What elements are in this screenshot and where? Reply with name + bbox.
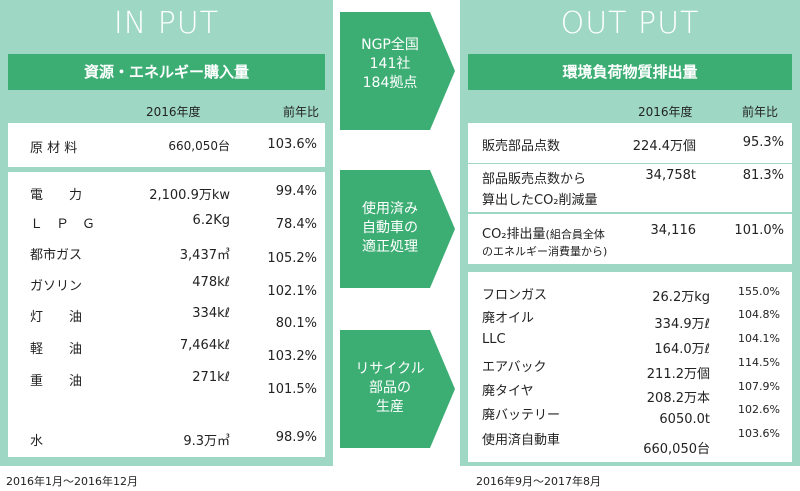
output-period: 2016年9月～2017年8月 — [476, 475, 601, 488]
energy-label: 重 油 — [30, 374, 83, 389]
co2-emission-box: CO₂排出量(組合員全体 のエネルギー消費量から) 34,116 101.0% — [468, 213, 792, 264]
output-panel: OUT PUT 環境負荷物質排出量 2016年度 前年比 販売部品点数 224.… — [460, 0, 800, 466]
recycling-ratio: 114.5% — [738, 356, 780, 369]
energy-label: ガソリン — [30, 279, 83, 294]
recycling-value: 6050.0t — [659, 412, 710, 427]
water-label: 水 — [30, 434, 44, 449]
co2-reduction-label: 部品販売点数から — [482, 172, 587, 187]
arrow-production-line: 生産 — [376, 399, 404, 415]
arrow-ngp — [340, 12, 455, 130]
energy-ratio: 103.2% — [267, 349, 317, 364]
energy-ratio: 101.5% — [267, 382, 317, 397]
raw-material-label: 原 材 料 — [30, 141, 78, 156]
energy-value: 6.2Kg — [192, 213, 230, 228]
recycling-label: エアバック — [482, 360, 547, 375]
co2-emission-ratio: 101.0% — [734, 223, 784, 238]
co2-emission-label-note: (組合員全体 — [545, 228, 605, 241]
raw-material-value: 660,050台 — [168, 139, 230, 153]
recycling-value: 208.2万本 — [646, 391, 710, 406]
output-col-year: 2016年度 — [638, 105, 693, 119]
recycling-ratio: 104.1% — [738, 332, 780, 345]
energy-ratio: 99.4% — [275, 184, 317, 199]
recycling-label: LLC — [482, 332, 506, 347]
water-value: 9.3万㎥ — [183, 434, 230, 449]
recycling-label: 廃オイル — [482, 311, 535, 326]
energy-label: 都市ガス — [30, 248, 83, 263]
arrow-processing-line: 適正処理 — [362, 239, 418, 255]
output-title: OUT PUT — [560, 6, 700, 41]
co2-reduction-value: 34,758t — [645, 168, 696, 183]
recycling-ratio: 103.6% — [738, 427, 780, 440]
input-panel: IN PUT 資源・エネルギー購入量 2016年度 前年比 原 材 料 660,… — [0, 0, 333, 466]
recycling-ratio: 102.6% — [738, 403, 780, 416]
input-col-ratio: 前年比 — [283, 105, 320, 119]
recycling-value: 164.0万ℓ — [654, 342, 710, 357]
arrow-ngp-line: NGP全国 — [361, 37, 419, 53]
recycling-label: 使用済自動車 — [482, 433, 561, 448]
co2-emission-value: 34,116 — [650, 223, 697, 238]
arrow-production-line: リサイクル — [355, 361, 425, 377]
arrow-processing-text: 使用済み 自動車の 適正処理 — [340, 200, 440, 257]
energy-label: 電 力 — [30, 188, 83, 203]
recycling-label: フロンガス — [482, 288, 548, 303]
energy-label: 灯 油 — [30, 310, 83, 325]
arrow-processing-line: 使用済み — [362, 201, 418, 217]
sales-count-label: 販売部品点数 — [482, 139, 561, 154]
recycling-label: 廃バッテリー — [482, 408, 561, 423]
recycling-value: 26.2万kg — [652, 290, 710, 305]
energy-ratio: 105.2% — [267, 251, 317, 266]
sales-count-value: 224.4万個 — [632, 139, 696, 154]
recycling-ratio: 107.9% — [738, 380, 780, 393]
energy-ratio: 80.1% — [275, 316, 317, 331]
recycling-ratio: 155.0% — [738, 285, 780, 298]
arrow-ngp-text: NGP全国 141社 184拠点 — [340, 36, 440, 93]
energy-value: 334kℓ — [192, 306, 230, 321]
co2-reduction-label: 算出したCO₂削減量 — [482, 193, 598, 208]
energy-value: 271kℓ — [192, 370, 230, 385]
energy-value: 7,464kℓ — [179, 338, 230, 353]
energy-label: Ｌ Ｐ Ｇ — [30, 217, 96, 232]
energy-value: 3,437㎥ — [179, 248, 230, 263]
arrow-processing-line: 自動車の — [362, 220, 418, 236]
recycling-ratio: 104.8% — [738, 308, 780, 321]
output-banner: 環境負荷物質排出量 — [468, 54, 792, 90]
energy-box: 電 力 2,100.9万kw 99.4% Ｌ Ｐ Ｇ 6.2Kg 78.4% 都… — [8, 172, 325, 457]
recycling-value: 334.9万ℓ — [654, 317, 710, 332]
arrow-production — [340, 330, 455, 448]
energy-value: 2,100.9万kw — [149, 188, 230, 203]
co2-emission-label-main: CO₂排出量 — [482, 227, 546, 242]
input-col-year: 2016年度 — [146, 105, 201, 119]
arrow-production-text: リサイクル 部品の 生産 — [340, 360, 440, 417]
energy-ratio: 78.4% — [275, 217, 317, 232]
output-col-ratio: 前年比 — [742, 105, 779, 119]
water-ratio: 98.9% — [275, 430, 317, 445]
input-title: IN PUT — [113, 6, 220, 41]
energy-ratio: 102.1% — [267, 284, 317, 299]
arrow-production-line: 部品の — [369, 380, 411, 396]
raw-material-ratio: 103.6% — [267, 137, 317, 152]
co2-emission-label-sub: のエネルギー消費量から) — [482, 245, 608, 258]
recycling-value: 211.2万個 — [646, 367, 710, 382]
recycling-label: 廃タイヤ — [482, 384, 534, 399]
raw-material-box: 原 材 料 660,050台 103.6% — [8, 123, 325, 167]
input-period: 2016年1月～2016年12月 — [6, 475, 138, 488]
arrow-ngp-line: 141社 — [369, 56, 411, 72]
sales-count-ratio: 95.3% — [742, 135, 784, 150]
co2-reduction-ratio: 81.3% — [742, 168, 784, 183]
recycling-box: フロンガス 26.2万kg 155.0% 廃オイル 334.9万ℓ 104.8%… — [468, 272, 792, 462]
sales-count-box: 販売部品点数 224.4万個 95.3% — [468, 123, 792, 163]
co2-emission-label: CO₂排出量(組合員全体 — [482, 223, 605, 242]
recycling-value: 660,050台 — [643, 442, 710, 457]
energy-value: 478kℓ — [192, 275, 230, 290]
arrow-processing — [340, 170, 455, 288]
input-banner: 資源・エネルギー購入量 — [8, 54, 325, 90]
energy-label: 軽 油 — [30, 342, 83, 357]
co2-reduction-box: 部品販売点数から 算出したCO₂削減量 34,758t 81.3% — [468, 163, 792, 212]
arrow-ngp-line: 184拠点 — [362, 75, 418, 91]
